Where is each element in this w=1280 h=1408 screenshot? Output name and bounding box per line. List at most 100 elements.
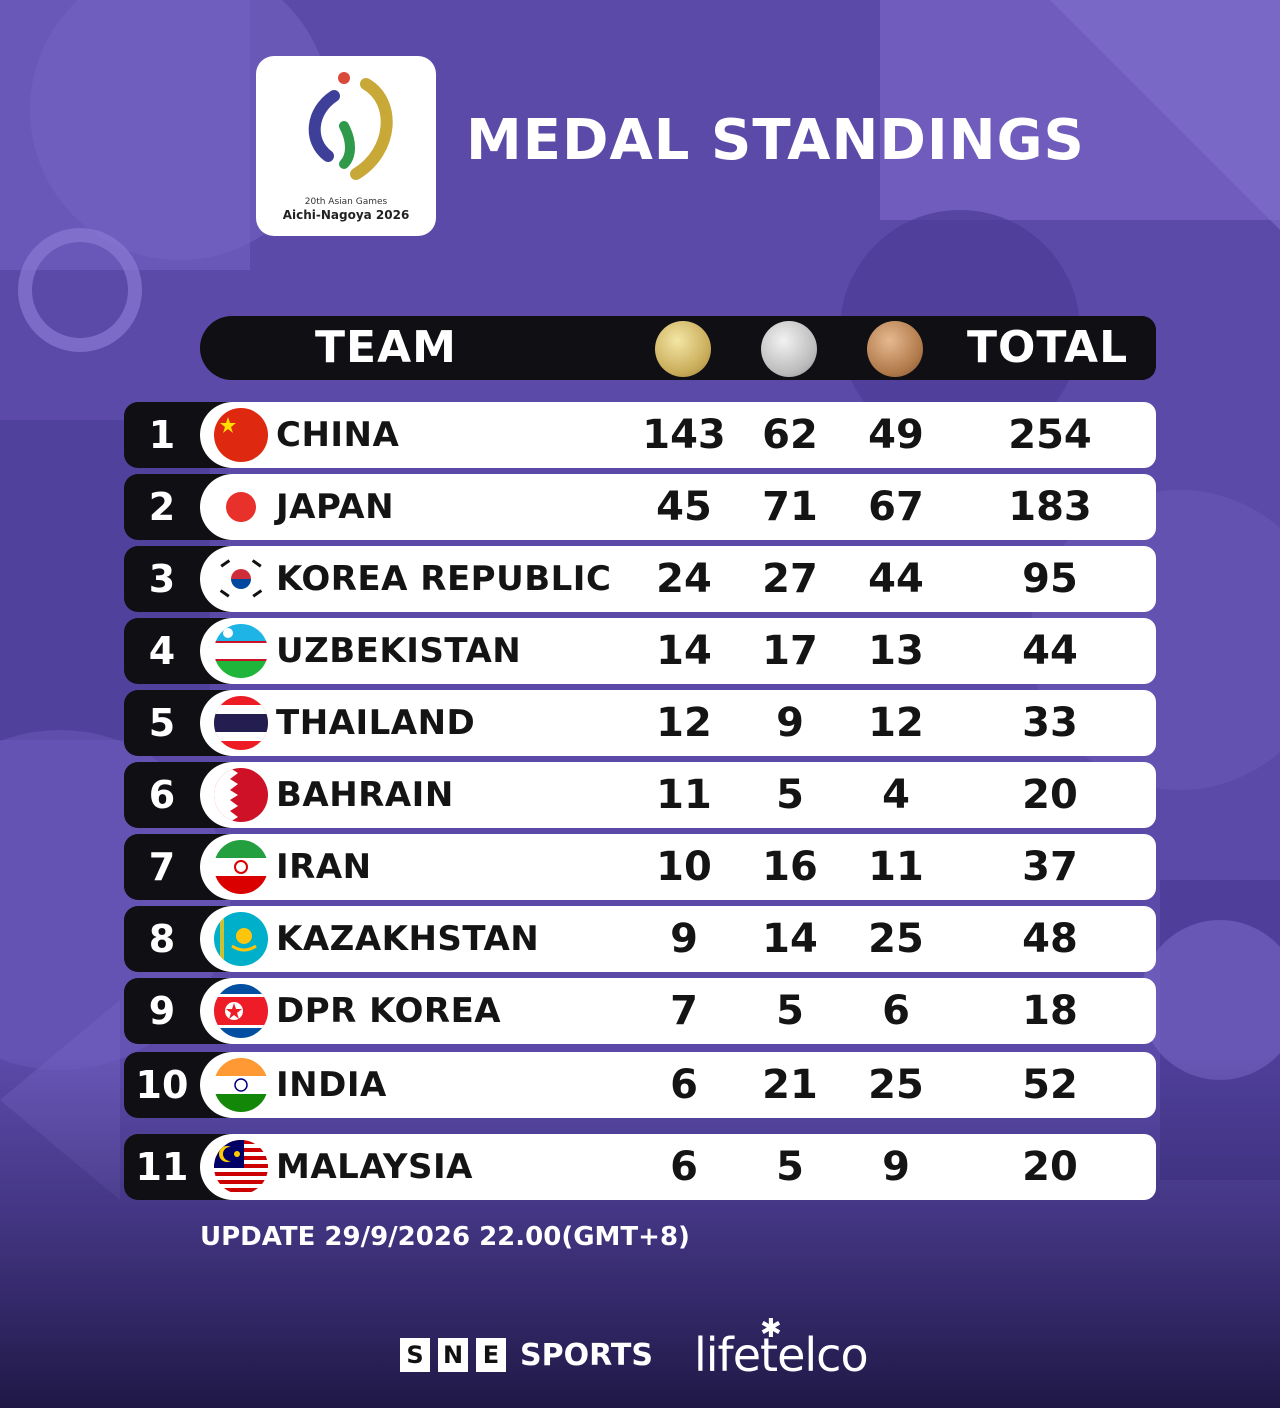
asian-games-logo: 20th Asian Games Aichi-Nagoya 2026 (256, 56, 436, 236)
gold-count: 11 (656, 772, 712, 818)
team-name: KOREA REPUBLIC (276, 559, 612, 599)
row-body: INDIA 6 21 25 52 (200, 1052, 1156, 1118)
bronze-count: 13 (868, 628, 924, 674)
rank-number: 3 (148, 557, 176, 601)
bronze-count: 11 (868, 844, 924, 890)
page-title: MEDAL STANDINGS (466, 108, 1085, 173)
logo-text-edition: 20th Asian Games (304, 197, 388, 207)
gold-count: 6 (670, 1062, 698, 1108)
silver-medal-icon (761, 321, 817, 377)
total-count: 48 (1022, 916, 1078, 962)
gold-count: 45 (656, 484, 712, 530)
total-count: 20 (1022, 1144, 1078, 1190)
silver-count: 16 (762, 844, 818, 890)
total-count: 254 (1008, 412, 1092, 458)
team-name: BAHRAIN (276, 775, 454, 815)
rank-number: 9 (148, 989, 176, 1033)
rank-number: 8 (148, 917, 176, 961)
team-name: MALAYSIA (276, 1147, 473, 1187)
rank-number: 1 (148, 413, 176, 457)
sne-letter: E (476, 1338, 506, 1372)
row-body: KOREA REPUBLIC 24 27 44 95 (200, 546, 1156, 612)
sne-sports-logo: S N E SPORTS (400, 1338, 653, 1374)
gold-count: 14 (656, 628, 712, 674)
gold-count: 24 (656, 556, 712, 602)
uzbekistan-flag-icon (214, 624, 268, 678)
gold-count: 143 (642, 412, 726, 458)
table-row: 4 UZBEKISTAN 14 17 13 44 (124, 618, 1156, 684)
table-row: 3 KOREA REPUBLIC 24 27 44 95 (124, 546, 1156, 612)
table-row: 1 CHINA 143 62 49 254 (124, 402, 1156, 468)
header-team: TEAM (315, 322, 457, 373)
gold-count: 6 (670, 1144, 698, 1190)
row-body: BAHRAIN 11 5 4 20 (200, 762, 1156, 828)
bronze-count: 4 (882, 772, 910, 818)
silver-count: 5 (776, 1144, 804, 1190)
bronze-medal-icon (867, 321, 923, 377)
silver-count: 5 (776, 988, 804, 1034)
rank-number: 2 (148, 485, 176, 529)
team-name: KAZAKHSTAN (276, 919, 540, 959)
team-name: IRAN (276, 847, 372, 887)
team-name: CHINA (276, 415, 400, 455)
rank-number: 6 (148, 773, 176, 817)
korea-republic-flag-icon (214, 552, 268, 606)
row-body: UZBEKISTAN 14 17 13 44 (200, 618, 1156, 684)
silver-count: 62 (762, 412, 818, 458)
bronze-count: 12 (868, 700, 924, 746)
india-flag-icon (214, 1058, 268, 1112)
gold-count: 10 (656, 844, 712, 890)
bahrain-flag-icon (214, 768, 268, 822)
total-count: 183 (1008, 484, 1092, 530)
bronze-count: 49 (868, 412, 924, 458)
silver-count: 21 (762, 1062, 818, 1108)
rank-number: 4 (148, 629, 176, 673)
sne-letter: S (400, 1338, 430, 1372)
silver-count: 27 (762, 556, 818, 602)
japan-flag-icon (214, 480, 268, 534)
asterisk-icon: ✱ (760, 1314, 782, 1344)
table-row: 10 INDIA 6 21 25 52 (124, 1052, 1156, 1118)
team-name: JAPAN (276, 487, 395, 527)
total-count: 37 (1022, 844, 1078, 890)
bronze-count: 67 (868, 484, 924, 530)
bronze-count: 6 (882, 988, 910, 1034)
bronze-count: 25 (868, 1062, 924, 1108)
total-count: 33 (1022, 700, 1078, 746)
rank-number: 11 (135, 1145, 189, 1189)
rank-number: 5 (148, 701, 176, 745)
table-row: 9 DPR KOREA 7 5 6 18 (124, 978, 1156, 1044)
thailand-flag-icon (214, 696, 268, 750)
update-timestamp: UPDATE 29/9/2026 22.00(GMT+8) (200, 1222, 690, 1252)
total-count: 20 (1022, 772, 1078, 818)
table-row: 7 IRAN 10 16 11 37 (124, 834, 1156, 900)
table-row: 5 THAILAND 12 9 12 33 (124, 690, 1156, 756)
row-body: JAPAN 45 71 67 183 (200, 474, 1156, 540)
dpr-korea-flag-icon (214, 984, 268, 1038)
team-name: THAILAND (276, 703, 476, 743)
table-row: 8 KAZAKHSTAN 9 14 25 48 (124, 906, 1156, 972)
silver-count: 9 (776, 700, 804, 746)
row-body: IRAN 10 16 11 37 (200, 834, 1156, 900)
malaysia-flag-icon (214, 1140, 268, 1194)
gold-medal-icon (655, 321, 711, 377)
rank-number: 10 (135, 1063, 189, 1107)
iran-flag-icon (214, 840, 268, 894)
team-name: DPR KOREA (276, 991, 502, 1031)
silver-count: 71 (762, 484, 818, 530)
silver-count: 14 (762, 916, 818, 962)
table-row: 2 JAPAN 45 71 67 183 (124, 474, 1156, 540)
gold-count: 7 (670, 988, 698, 1034)
bronze-count: 44 (868, 556, 924, 602)
china-flag-icon (214, 408, 268, 462)
sne-letter: N (438, 1338, 468, 1372)
gold-count: 12 (656, 700, 712, 746)
silver-count: 5 (776, 772, 804, 818)
total-count: 44 (1022, 628, 1078, 674)
row-body: DPR KOREA 7 5 6 18 (200, 978, 1156, 1044)
kazakhstan-flag-icon (214, 912, 268, 966)
silver-count: 17 (762, 628, 818, 674)
row-body: THAILAND 12 9 12 33 (200, 690, 1156, 756)
total-count: 95 (1022, 556, 1078, 602)
gold-count: 9 (670, 916, 698, 962)
